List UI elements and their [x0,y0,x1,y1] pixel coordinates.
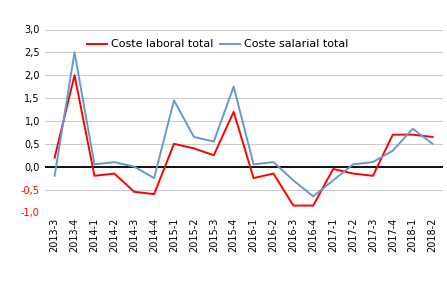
Coste salarial total [430,142,435,146]
Coste salarial total [350,163,356,166]
Legend: Coste laboral total, Coste salarial total: Coste laboral total, Coste salarial tota… [82,35,353,54]
Coste laboral total [131,190,137,194]
Coste laboral total [311,204,316,207]
Coste salarial total [52,174,57,178]
Coste laboral total [92,174,97,178]
Coste laboral total [211,153,216,157]
Coste laboral total [52,156,57,159]
Coste laboral total [112,172,117,175]
Coste salarial total [72,51,77,54]
Coste laboral total [191,147,197,150]
Coste laboral total [152,192,157,196]
Coste salarial total [390,149,396,153]
Coste salarial total [152,176,157,180]
Coste laboral total [410,133,415,137]
Coste salarial total [291,179,296,182]
Coste salarial total [231,85,236,88]
Coste laboral total [430,135,435,139]
Coste salarial total [311,195,316,198]
Coste laboral total [370,174,375,178]
Coste salarial total [330,179,336,182]
Coste salarial total [251,163,256,166]
Coste laboral total [291,204,296,207]
Coste salarial total [410,127,415,130]
Coste salarial total [171,99,177,102]
Coste salarial total [211,140,216,143]
Line: Coste salarial total: Coste salarial total [55,53,433,196]
Coste salarial total [191,135,197,139]
Coste laboral total [330,167,336,171]
Coste salarial total [370,160,375,164]
Coste laboral total [390,133,396,137]
Coste laboral total [72,73,77,77]
Line: Coste laboral total: Coste laboral total [55,75,433,206]
Coste laboral total [350,172,356,175]
Coste laboral total [271,172,276,175]
Coste laboral total [171,142,177,146]
Coste salarial total [271,160,276,164]
Coste laboral total [231,110,236,114]
Coste salarial total [92,163,97,166]
Coste salarial total [112,160,117,164]
Coste salarial total [131,165,137,168]
Coste laboral total [251,176,256,180]
